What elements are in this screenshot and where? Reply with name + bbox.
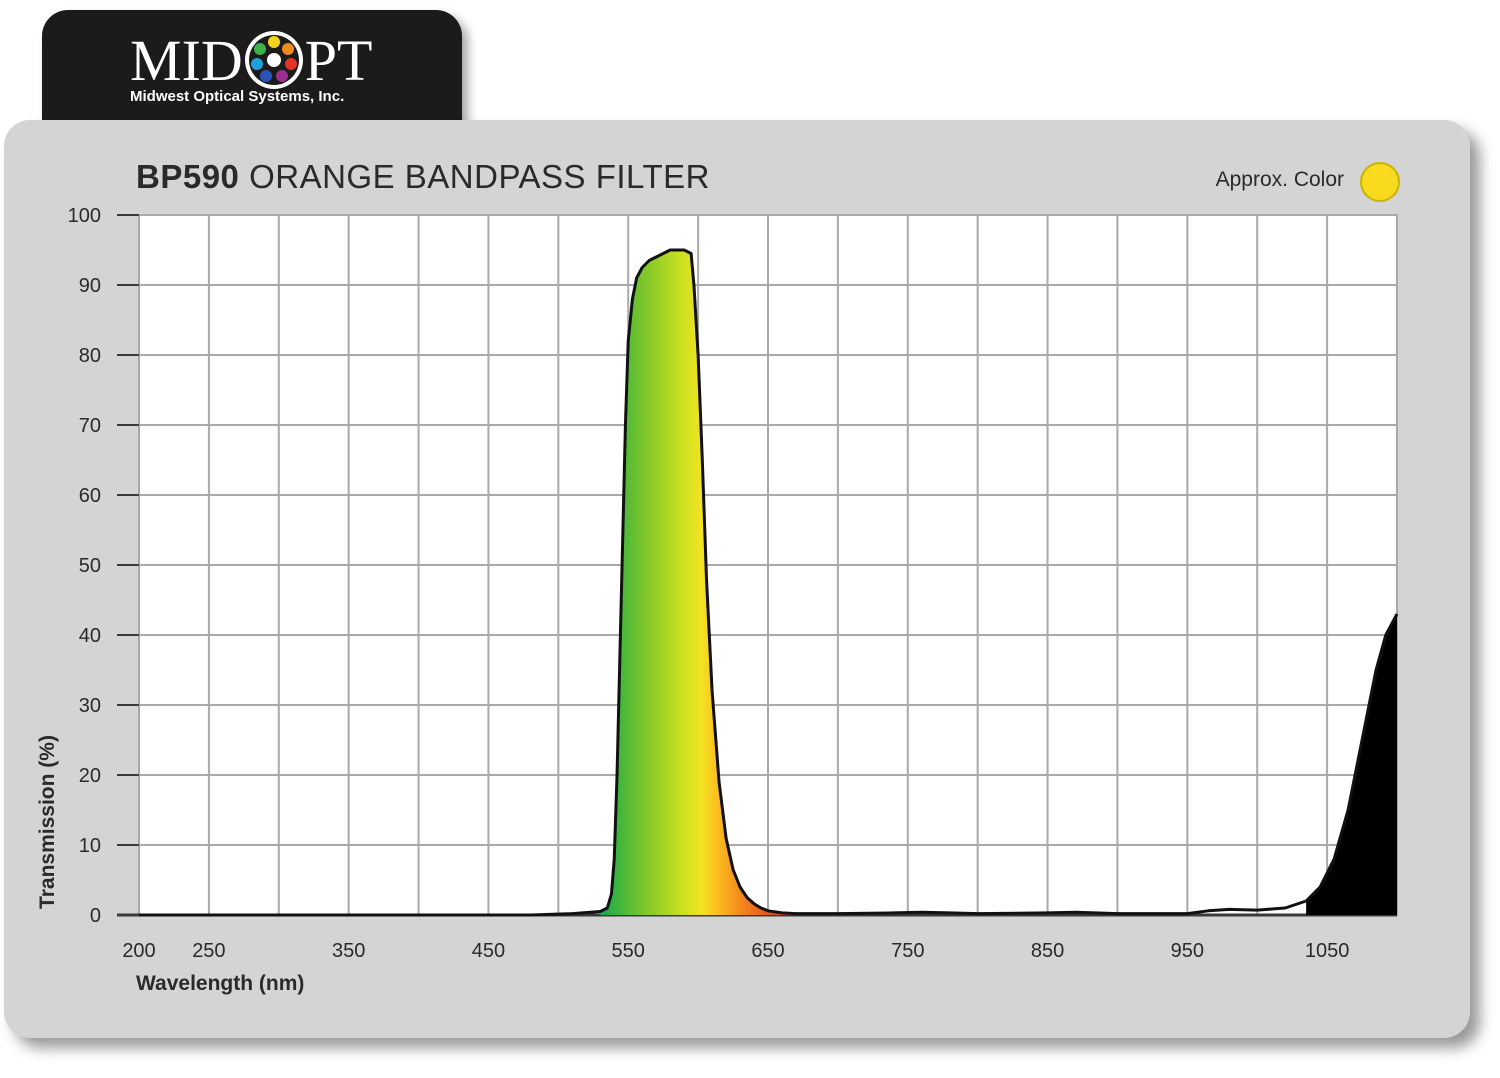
y-tick-label: 40 <box>79 625 101 647</box>
y-tick-label: 60 <box>79 485 101 507</box>
company-logo: MID PT <box>130 28 373 93</box>
visible-band-fill <box>600 250 796 915</box>
x-tick-label: 1050 <box>1305 940 1350 962</box>
x-tick-label: 750 <box>891 940 924 962</box>
y-tick-label: 70 <box>79 415 101 437</box>
x-tick-label: 350 <box>332 940 365 962</box>
x-tick-label: 550 <box>612 940 645 962</box>
x-tick-label: 250 <box>192 940 225 962</box>
y-tick-label: 90 <box>79 275 101 297</box>
x-tick-labels: 200 250 350 450 550 650 750 850 950 1050 <box>122 940 1349 962</box>
x-tick-label: 450 <box>472 940 505 962</box>
y-tick-label: 50 <box>79 555 101 577</box>
nir-region-fill <box>1306 614 1397 915</box>
x-tick-label: 850 <box>1031 940 1064 962</box>
y-tick-label: 100 <box>68 205 101 227</box>
x-tick-label: 950 <box>1171 940 1204 962</box>
chart-title: BP590 ORANGE BANDPASS FILTER <box>136 158 710 196</box>
chart-title-model: BP590 <box>136 158 240 195</box>
transmission-line <box>139 248 1399 917</box>
x-tick-label: 650 <box>751 940 784 962</box>
approx-color-label: Approx. Color <box>1215 168 1344 191</box>
approx-color-swatch <box>1360 162 1400 202</box>
chart-title-text: ORANGE BANDPASS FILTER <box>249 158 710 195</box>
y-tick-label: 10 <box>79 835 101 857</box>
y-tick-label: 20 <box>79 765 101 787</box>
company-subtitle: Midwest Optical Systems, Inc. <box>130 88 345 105</box>
y-tick-label: 80 <box>79 345 101 367</box>
y-tick-labels: 0 10 20 30 40 50 60 70 80 90 100 <box>68 205 139 927</box>
x-tick-label: 200 <box>122 940 155 962</box>
x-axis-label: Wavelength (nm) <box>136 972 304 995</box>
y-axis-label: Transmission (%) <box>36 735 59 909</box>
y-tick-label: 0 <box>90 905 101 927</box>
y-tick-label: 30 <box>79 695 101 717</box>
spectrum-curve <box>139 248 1399 917</box>
color-wheel-icon <box>244 31 303 89</box>
